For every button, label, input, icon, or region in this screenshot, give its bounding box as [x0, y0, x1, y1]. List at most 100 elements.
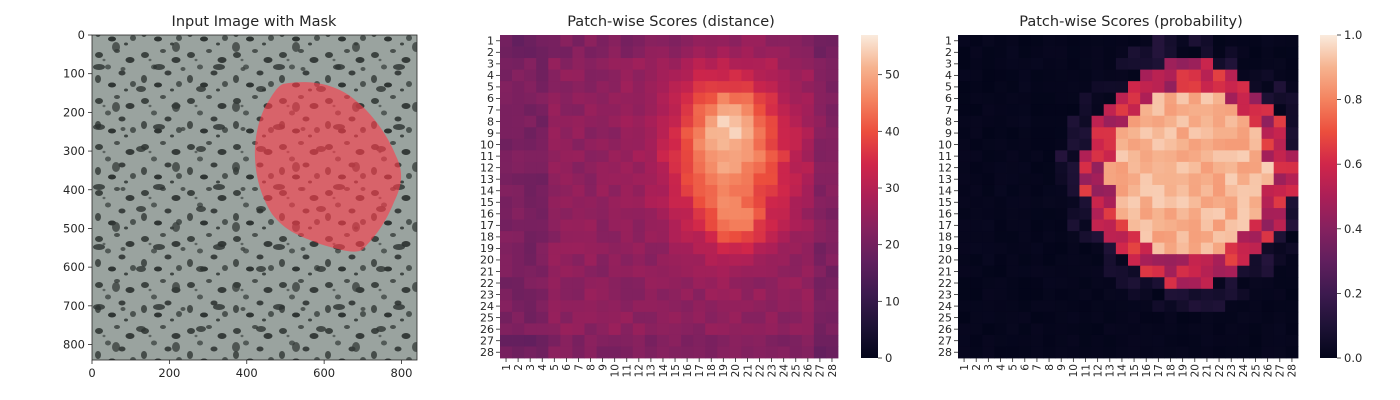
- heatmap-cell: [1067, 242, 1080, 255]
- heatmap-cell: [548, 138, 561, 151]
- heatmap-cell: [669, 81, 682, 94]
- heatmap-cell: [1091, 92, 1105, 105]
- heatmap-cell: [1018, 300, 1032, 313]
- heatmap-cell: [524, 138, 537, 151]
- heatmap-cell: [681, 254, 694, 267]
- heatmap-cell: [693, 208, 706, 220]
- heatmap-cell: [608, 265, 622, 278]
- heatmap-cell: [500, 208, 513, 220]
- heatmap-cell: [620, 288, 634, 301]
- heatmap-cell: [1128, 104, 1141, 117]
- heatmap-cell: [705, 277, 718, 290]
- heatmap-cell: [1237, 138, 1250, 151]
- heatmap-cell: [548, 346, 561, 359]
- heatmap-cell: [548, 219, 561, 232]
- heatmap-cell: [1213, 265, 1226, 278]
- heatmap-cell: [729, 300, 742, 313]
- heatmap-cell: [1249, 35, 1262, 47]
- heatmap-cell: [994, 323, 1007, 336]
- heatmap-cell: [584, 138, 597, 151]
- heatmap-cell: [584, 161, 597, 174]
- heatmap-cell: [632, 138, 646, 151]
- heatmap-cell: [1200, 323, 1214, 336]
- heatmap-cell: [632, 242, 646, 255]
- heatmap-cell: [500, 277, 513, 290]
- heatmap-cell: [1115, 254, 1129, 267]
- heatmap-cell: [548, 231, 561, 244]
- heatmap-cell: [1140, 69, 1153, 82]
- heatmap-cell: [1030, 115, 1044, 128]
- heatmap-cell: [669, 173, 682, 186]
- heatmap-cell: [1249, 300, 1262, 313]
- x-tick-label: 600: [313, 366, 335, 380]
- heatmap-cell: [1103, 231, 1117, 244]
- heatmap-cell: [741, 334, 754, 347]
- heatmap-cell: [705, 300, 718, 313]
- heatmap-cell: [560, 311, 573, 324]
- heatmap-cell: [1200, 219, 1214, 232]
- heatmap-cell: [596, 254, 610, 267]
- heatmap-cell: [1030, 35, 1044, 47]
- heatmap-cell: [970, 196, 983, 209]
- heatmap-cell: [1200, 81, 1214, 94]
- heatmap-cell: [741, 46, 754, 59]
- heatmap-cell: [669, 115, 682, 128]
- heatmap-cell: [1200, 69, 1214, 82]
- heatmap-cell: [512, 208, 525, 220]
- heatmap-cell: [753, 231, 766, 244]
- heatmap-cell: [500, 150, 513, 163]
- heatmap-cell: [1213, 46, 1226, 59]
- heatmap-cell: [596, 92, 610, 105]
- heatmap-cell: [1140, 334, 1153, 347]
- heatmap-cell: [1261, 138, 1275, 151]
- x-tick-label: 9: [1056, 364, 1068, 371]
- heatmap-cell: [825, 127, 839, 140]
- heatmap-cell: [632, 288, 646, 301]
- heatmap-cell: [608, 104, 622, 117]
- y-tick-label: 11: [938, 150, 952, 163]
- y-tick-label: 13: [480, 173, 494, 186]
- heatmap-cell: [1006, 46, 1020, 59]
- heatmap-cell: [825, 265, 839, 278]
- heatmap-cell: [620, 104, 634, 117]
- heatmap-cell: [632, 184, 646, 197]
- heatmap-cell: [753, 46, 766, 59]
- heatmap-cell: [1079, 138, 1092, 151]
- heatmap-cell: [1188, 219, 1202, 232]
- heatmap-cell: [1018, 81, 1032, 94]
- heatmap-cell: [1067, 334, 1080, 347]
- heatmap-cell: [1006, 242, 1020, 255]
- heatmap-cell: [644, 265, 658, 278]
- heatmap-cell: [1067, 150, 1080, 163]
- heatmap-cell: [632, 254, 646, 267]
- heatmap-cell: [777, 138, 791, 151]
- heatmap-cell: [524, 334, 537, 347]
- heatmap-cell: [1213, 92, 1226, 105]
- heatmap-cell: [1237, 300, 1250, 313]
- heatmap-cell: [656, 35, 670, 47]
- heatmap-cell: [705, 127, 718, 140]
- heatmap-cell: [1237, 127, 1250, 140]
- heatmap-cell: [789, 138, 803, 151]
- heatmap-cell: [1273, 46, 1287, 59]
- heatmap-cell: [1140, 184, 1153, 197]
- heatmap-cell: [1055, 219, 1068, 232]
- heatmap-cell: [560, 334, 573, 347]
- heatmap-cell: [1200, 346, 1214, 359]
- heatmap-cell: [1128, 265, 1141, 278]
- heatmap-cell: [1152, 277, 1165, 290]
- heatmap-cell: [596, 242, 610, 255]
- heatmap-cell: [584, 346, 597, 359]
- heatmap-cell: [608, 46, 622, 59]
- heatmap-cell: [512, 277, 525, 290]
- heatmap-cell: [1091, 173, 1105, 186]
- heatmap-cell: [1225, 115, 1238, 128]
- heatmap-cell: [1006, 346, 1020, 359]
- heatmap-cell: [596, 81, 610, 94]
- heatmap-cell: [560, 150, 573, 163]
- heatmap-cell: [1200, 300, 1214, 313]
- heatmap-cell: [717, 58, 730, 71]
- heatmap-cell: [825, 81, 839, 94]
- heatmap-cell: [560, 346, 573, 359]
- heatmap-cell: [705, 150, 718, 163]
